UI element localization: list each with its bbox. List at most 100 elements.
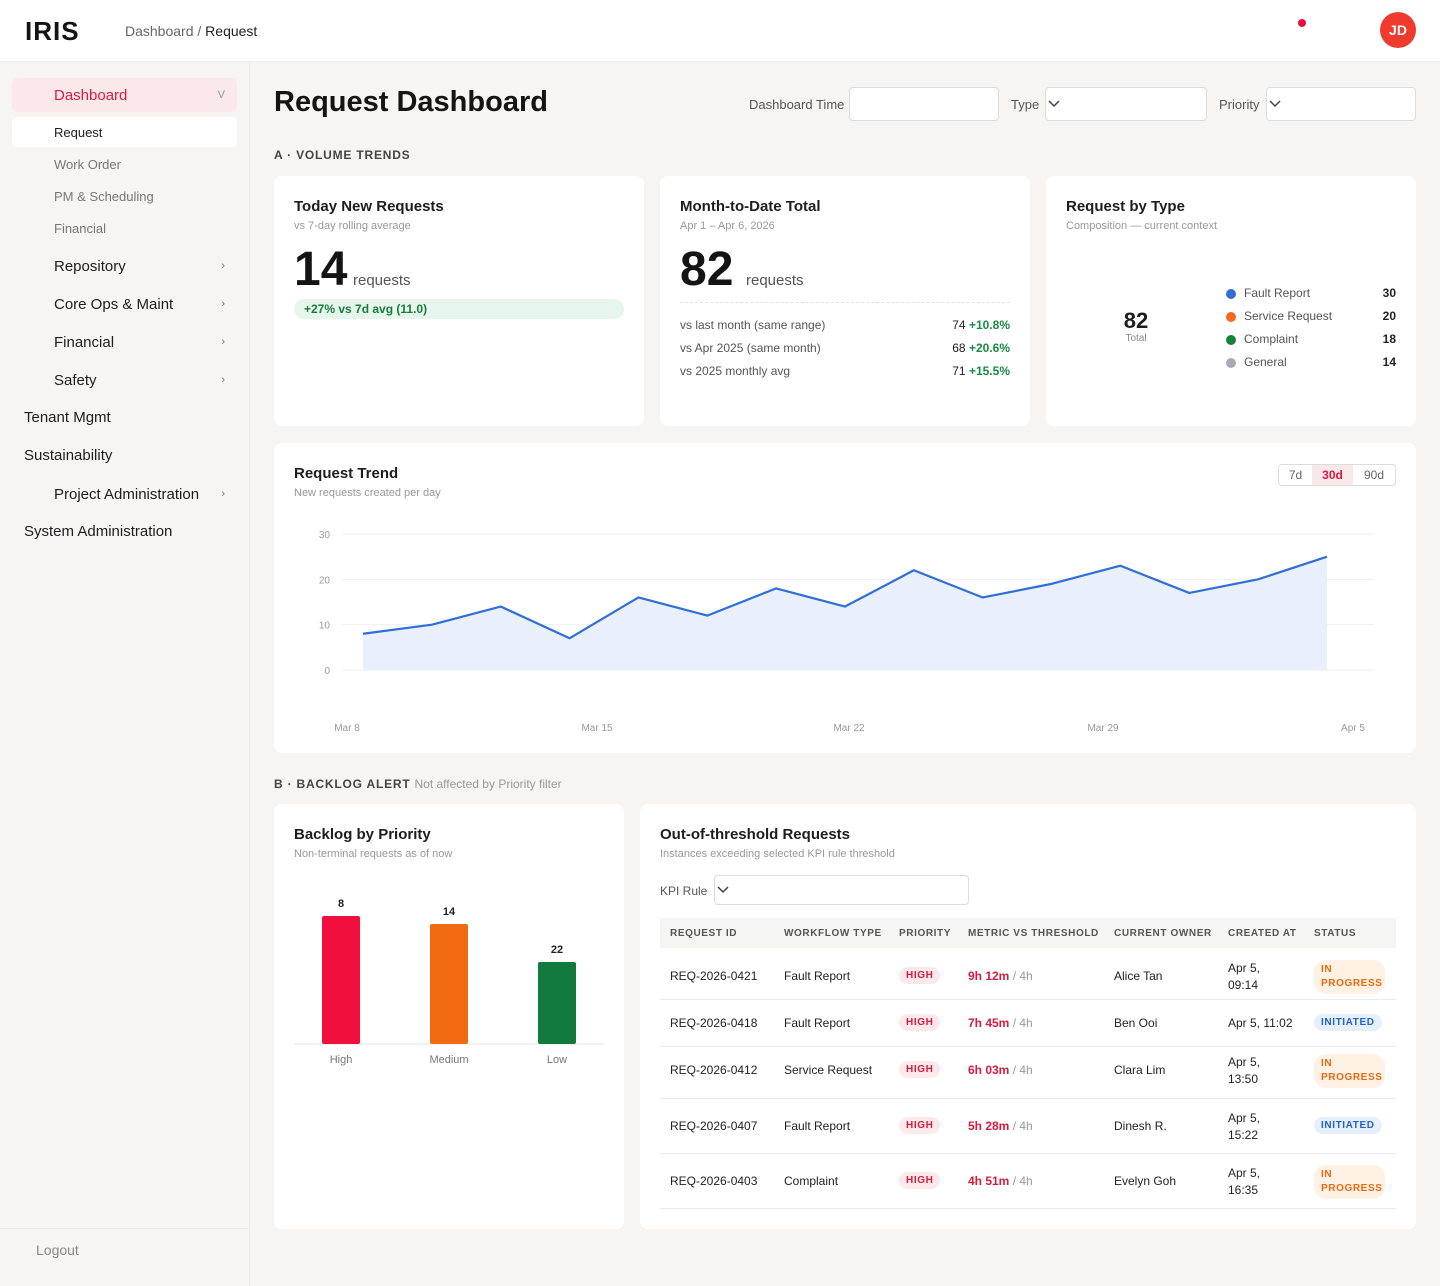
bar-low[interactable] bbox=[538, 962, 576, 1044]
bar-high[interactable] bbox=[322, 916, 360, 1044]
sidebar-item-tenant-mgmt[interactable]: Tenant Mgmt bbox=[24, 409, 111, 426]
bar-value-label: 22 bbox=[551, 944, 563, 956]
breadcrumb-dashboard[interactable]: Dashboard bbox=[125, 23, 194, 39]
priority-filter-label: Priority bbox=[1219, 97, 1260, 112]
sidebar-item-dashboard[interactable]: Dashboard V bbox=[12, 78, 237, 112]
card-title: Out-of-threshold Requests bbox=[660, 826, 850, 843]
metric-cell: 7h 45m / 4h bbox=[968, 1016, 1033, 1030]
sidebar-item-safety[interactable]: Safety › bbox=[12, 363, 237, 397]
sidebar-item-system-admin[interactable]: System Administration bbox=[24, 523, 173, 540]
request-id[interactable]: REQ-2026-0421 bbox=[670, 969, 758, 983]
sidebar-item-label: Financial bbox=[54, 220, 107, 236]
table-header: REQUEST ID WORKFLOW TYPE PRIORITY METRIC… bbox=[660, 918, 1396, 948]
bar-medium[interactable] bbox=[430, 924, 468, 1044]
compare-value: 68 bbox=[952, 341, 966, 355]
sidebar-subitem-request[interactable]: Request bbox=[12, 117, 237, 147]
status-cell: INITIATED bbox=[1314, 1117, 1382, 1134]
column-header[interactable]: CURRENT OWNER bbox=[1114, 928, 1212, 939]
sidebar-item-label: Safety bbox=[54, 371, 97, 389]
status-cell: IN PROGRESS bbox=[1314, 1054, 1385, 1088]
column-header[interactable]: REQUEST ID bbox=[670, 928, 738, 939]
logout-link[interactable]: Logout bbox=[36, 1242, 79, 1258]
type-total-label: Total bbox=[1125, 333, 1147, 344]
bar-category-label: Low bbox=[547, 1054, 567, 1066]
column-header[interactable]: STATUS bbox=[1314, 928, 1357, 939]
breadcrumb: Dashboard / Request bbox=[125, 23, 257, 39]
legend-value: 30 bbox=[1382, 286, 1396, 300]
column-header[interactable]: PRIORITY bbox=[899, 928, 952, 939]
compare-label: vs Apr 2025 (same month) bbox=[680, 341, 821, 355]
card-subtitle: New requests created per day bbox=[294, 487, 441, 499]
priority-badge: HIGH bbox=[899, 1061, 941, 1078]
current-owner: Evelyn Goh bbox=[1114, 1174, 1177, 1188]
legend-dot bbox=[1226, 289, 1236, 299]
user-avatar[interactable]: JD bbox=[1380, 12, 1416, 48]
threshold-value: / 4h bbox=[1012, 1119, 1033, 1133]
column-header[interactable]: CREATED AT bbox=[1228, 928, 1297, 939]
threshold-value: / 4h bbox=[1012, 1174, 1033, 1188]
priority-cell: HIGH bbox=[899, 1014, 941, 1031]
sidebar-item-sustainability[interactable]: Sustainability bbox=[24, 447, 113, 464]
top-bar: IRIS Dashboard / Request JD bbox=[0, 0, 1440, 62]
sidebar-subitem-work-order[interactable]: Work Order bbox=[12, 149, 237, 179]
type-filter-select[interactable] bbox=[1045, 87, 1207, 121]
today-delta-badge: +27% vs 7d avg (11.0) bbox=[294, 299, 624, 319]
legend-name: General bbox=[1244, 355, 1287, 369]
x-tick-label: Mar 22 bbox=[833, 723, 865, 734]
today-requests-card: Today New Requests vs 7-day rolling aver… bbox=[274, 176, 644, 426]
threshold-value: / 4h bbox=[1012, 969, 1033, 983]
legend-value: 20 bbox=[1382, 309, 1396, 323]
chevron-down-icon bbox=[717, 886, 729, 894]
bar-category-label: High bbox=[330, 1054, 353, 1066]
status-badge: IN PROGRESS bbox=[1314, 960, 1385, 994]
bar-value-label: 8 bbox=[338, 898, 344, 910]
request-id[interactable]: REQ-2026-0407 bbox=[670, 1119, 758, 1133]
trend-chart: 0 10 20 30 Mar 8 Mar 15 Mar 22 Mar 29 Apr 5 bbox=[319, 530, 1374, 734]
sidebar-subitem-pm-scheduling[interactable]: PM & Scheduling bbox=[12, 181, 237, 211]
metric-cell: 9h 12m / 4h bbox=[968, 969, 1033, 983]
created-at: Apr 5, 11:02 bbox=[1228, 1016, 1293, 1030]
dashboard-time-input[interactable] bbox=[849, 87, 999, 121]
status-cell: IN PROGRESS bbox=[1314, 960, 1385, 994]
today-value: 14 bbox=[294, 243, 348, 296]
column-header[interactable]: METRIC VS THRESHOLD bbox=[968, 928, 1099, 939]
card-subtitle: Non-terminal requests as of now bbox=[294, 848, 453, 860]
app-logo[interactable]: IRIS bbox=[25, 16, 80, 46]
sidebar-item-repository[interactable]: Repository › bbox=[12, 249, 237, 283]
workflow-type: Fault Report bbox=[784, 1016, 851, 1030]
kpi-rule-label: KPI Rule bbox=[660, 884, 708, 898]
current-owner: Dinesh R. bbox=[1114, 1119, 1167, 1133]
sidebar-item-core-ops[interactable]: Core Ops & Maint › bbox=[12, 287, 237, 321]
workflow-type: Service Request bbox=[784, 1063, 873, 1077]
breadcrumb-request: Request bbox=[205, 23, 258, 39]
request-id[interactable]: REQ-2026-0412 bbox=[670, 1063, 758, 1077]
bar-value-label: 14 bbox=[443, 906, 456, 918]
row-divider bbox=[660, 1046, 1396, 1047]
chevron-right-icon: › bbox=[221, 336, 225, 348]
range-30d-button[interactable]: 30d bbox=[1312, 464, 1354, 486]
request-trend-card: Request Trend New requests created per d… bbox=[274, 443, 1416, 753]
legend-dot bbox=[1226, 312, 1236, 322]
status-badge: IN PROGRESS bbox=[1314, 1054, 1385, 1088]
mtd-compare-row: vs Apr 2025 (same month) 68 +20.6% bbox=[680, 341, 1010, 355]
created-date: Apr 5, bbox=[1228, 1111, 1261, 1125]
sidebar-item-financial[interactable]: Financial › bbox=[12, 325, 237, 359]
kpi-rule-select[interactable] bbox=[714, 875, 969, 905]
column-header[interactable]: WORKFLOW TYPE bbox=[784, 928, 882, 939]
notification-dot-icon[interactable] bbox=[1298, 19, 1306, 27]
priority-cell: HIGH bbox=[899, 967, 941, 984]
chevron-down-icon bbox=[1048, 100, 1060, 108]
request-id[interactable]: REQ-2026-0418 bbox=[670, 1016, 758, 1030]
priority-badge: HIGH bbox=[899, 1014, 941, 1031]
sidebar-item-label: Request bbox=[54, 124, 103, 140]
sidebar-item-project-admin[interactable]: Project Administration › bbox=[12, 477, 237, 511]
request-id[interactable]: REQ-2026-0403 bbox=[670, 1174, 758, 1188]
created-date: Apr 5, bbox=[1228, 1055, 1261, 1069]
sidebar-subitem-financial[interactable]: Financial bbox=[12, 213, 237, 243]
mtd-compare-row: vs last month (same range) 74 +10.8% bbox=[680, 318, 1010, 332]
sidebar-item-label: Dashboard bbox=[54, 86, 128, 104]
priority-filter-select[interactable] bbox=[1266, 87, 1416, 121]
created-time: 13:50 bbox=[1228, 1072, 1259, 1086]
range-90d-button[interactable]: 90d bbox=[1353, 464, 1396, 486]
row-divider bbox=[660, 1208, 1396, 1209]
